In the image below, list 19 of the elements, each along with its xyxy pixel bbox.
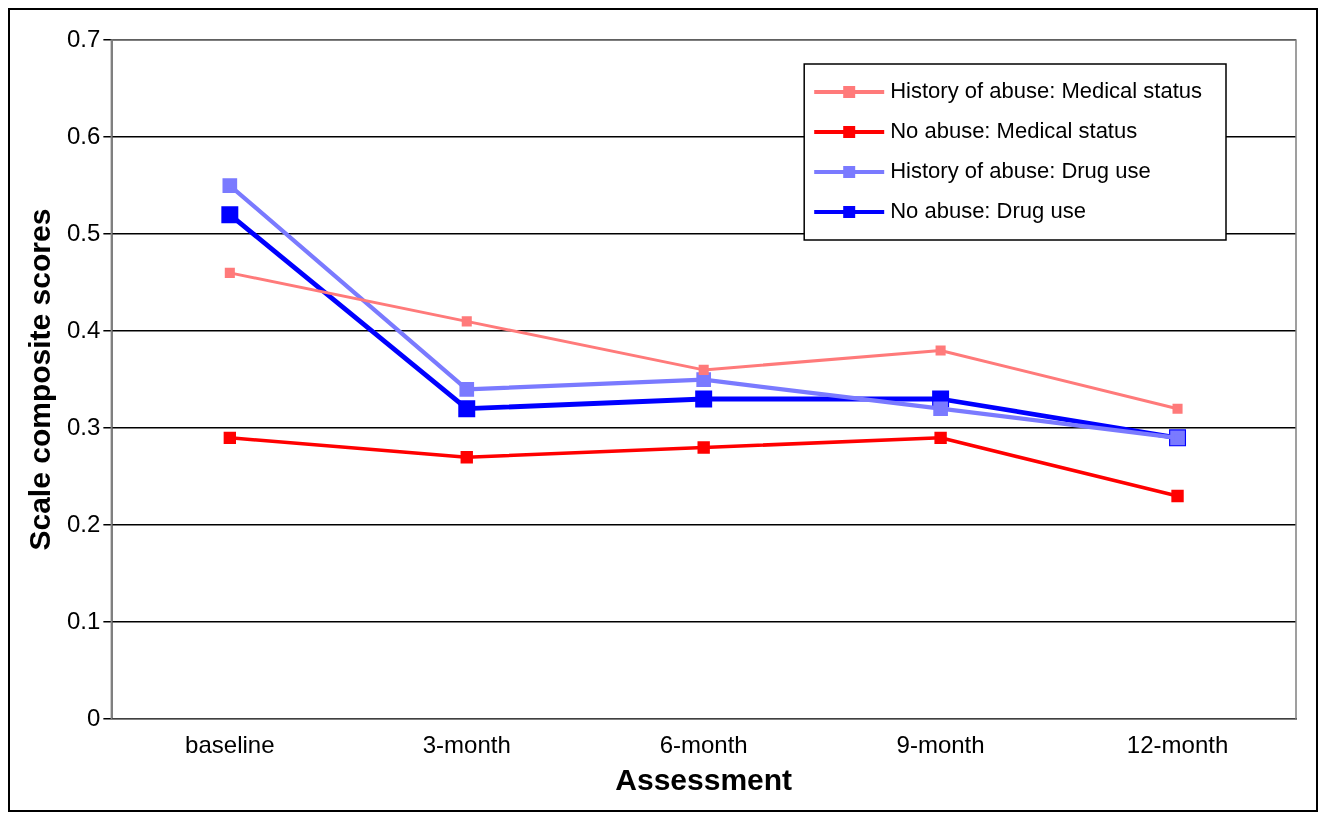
y-tick-label: 0.4 (66, 315, 101, 343)
y-tick-label: 0.6 (66, 121, 101, 149)
y-tick-label: 0.1 (66, 606, 101, 634)
y-tick-label: 0.5 (66, 218, 101, 246)
legend-label: No abuse: Drug use (890, 198, 1086, 224)
y-axis-title: Scale composite scores (23, 208, 57, 551)
y-tick-label: 0.2 (66, 509, 101, 537)
x-tick-label: baseline (185, 731, 275, 759)
legend-label: History of abuse: Drug use (890, 158, 1151, 184)
x-tick-label: 9-month (896, 731, 985, 759)
x-tick-label: 6-month (659, 731, 748, 759)
y-tick-label: 0 (87, 703, 101, 731)
y-tick-label: 0.7 (66, 24, 101, 52)
legend-label: History of abuse: Medical status (890, 78, 1203, 104)
x-axis-title: Assessment (615, 763, 793, 797)
x-tick-label: 12-month (1126, 731, 1229, 759)
x-tick-label: 3-month (422, 731, 511, 759)
legend-label: No abuse: Medical status (890, 118, 1138, 144)
y-tick-label: 0.3 (66, 412, 101, 440)
